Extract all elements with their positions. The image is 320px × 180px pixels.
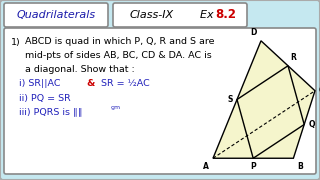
Text: ii) PQ = SR: ii) PQ = SR bbox=[19, 93, 71, 102]
Text: &: & bbox=[86, 80, 94, 89]
Text: 8.2: 8.2 bbox=[215, 8, 236, 21]
Text: a diagonal. Show that :: a diagonal. Show that : bbox=[25, 66, 135, 75]
FancyBboxPatch shape bbox=[113, 3, 247, 27]
Text: S: S bbox=[228, 95, 233, 104]
Text: R: R bbox=[290, 53, 296, 62]
Text: i) SR||AC: i) SR||AC bbox=[19, 80, 67, 89]
Text: D: D bbox=[251, 28, 257, 37]
Text: SR = ½AC: SR = ½AC bbox=[95, 80, 150, 89]
Text: B: B bbox=[297, 162, 303, 171]
Text: Ex: Ex bbox=[200, 10, 217, 20]
Text: A: A bbox=[203, 162, 209, 171]
FancyBboxPatch shape bbox=[4, 3, 108, 27]
Text: Q: Q bbox=[308, 120, 315, 129]
Text: 1): 1) bbox=[11, 37, 21, 46]
Text: Class-IX: Class-IX bbox=[130, 10, 174, 20]
Text: gm: gm bbox=[111, 105, 121, 111]
Text: C: C bbox=[319, 86, 320, 95]
Text: mid-pts of sides AB, BC, CD & DA. AC is: mid-pts of sides AB, BC, CD & DA. AC is bbox=[25, 51, 212, 60]
Text: ABCD is quad in which P, Q, R and S are: ABCD is quad in which P, Q, R and S are bbox=[25, 37, 214, 46]
FancyBboxPatch shape bbox=[4, 28, 316, 174]
Text: iii) PQRS is ∥∥: iii) PQRS is ∥∥ bbox=[19, 107, 83, 116]
Polygon shape bbox=[213, 41, 315, 158]
Text: Quadrilaterals: Quadrilaterals bbox=[16, 10, 96, 20]
Text: P: P bbox=[250, 162, 256, 171]
